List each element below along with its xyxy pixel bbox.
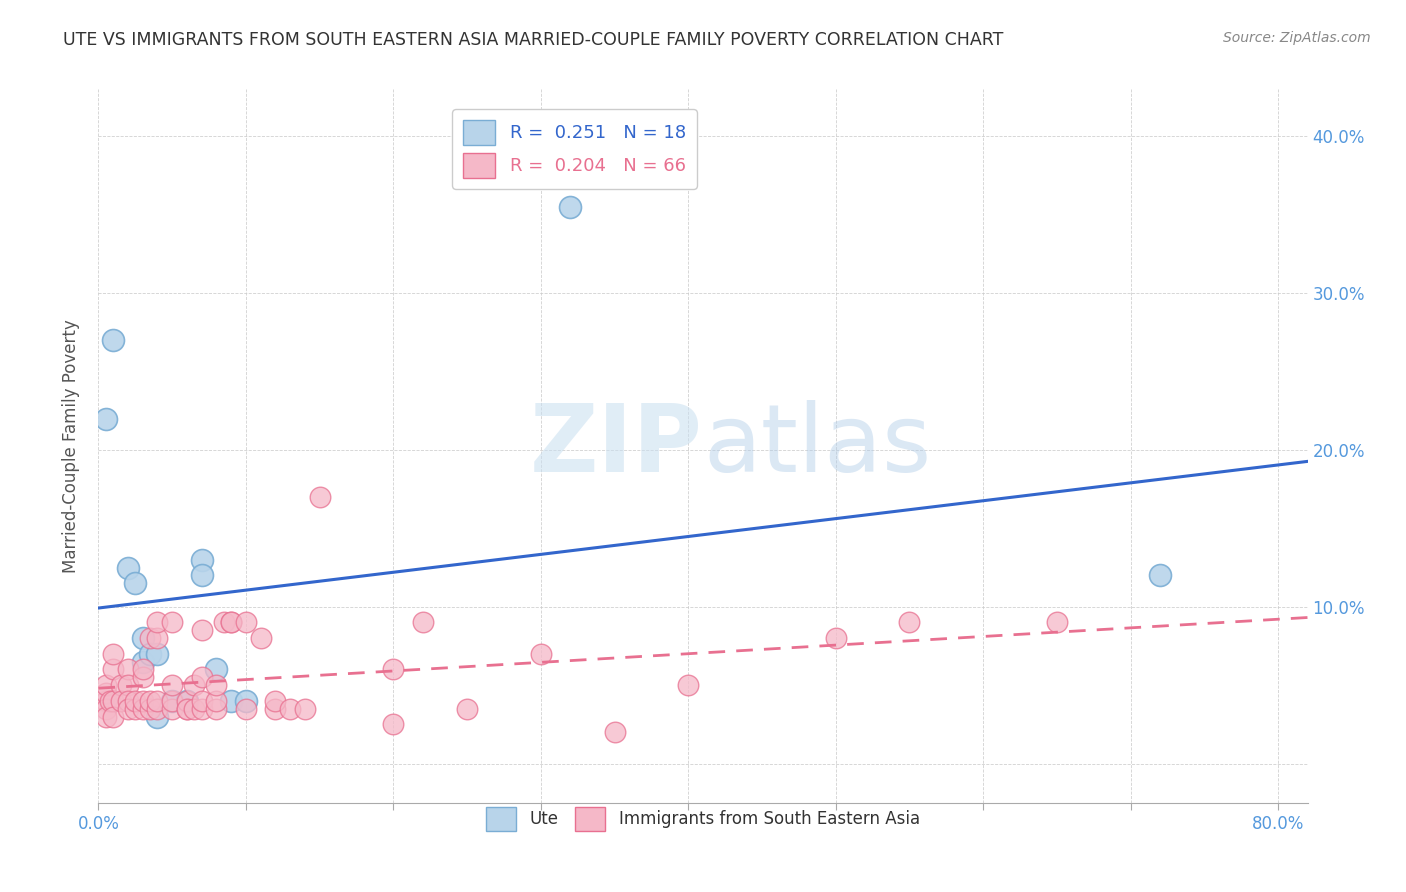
Point xyxy=(124,694,146,708)
Point xyxy=(146,694,169,708)
Point xyxy=(117,694,139,708)
Point xyxy=(190,624,212,638)
Point xyxy=(101,694,124,708)
Point xyxy=(219,615,242,630)
Point xyxy=(219,694,242,708)
Point xyxy=(190,552,212,566)
Point xyxy=(278,702,301,716)
Point xyxy=(146,615,169,630)
Point xyxy=(183,702,205,716)
Point xyxy=(131,670,153,684)
Point xyxy=(160,702,183,716)
Point xyxy=(139,702,162,716)
Point xyxy=(117,560,139,574)
Point xyxy=(235,694,257,708)
Text: UTE VS IMMIGRANTS FROM SOUTH EASTERN ASIA MARRIED-COUPLE FAMILY POVERTY CORRELAT: UTE VS IMMIGRANTS FROM SOUTH EASTERN ASI… xyxy=(63,31,1004,49)
Point xyxy=(124,576,146,591)
Point xyxy=(131,702,153,716)
Point xyxy=(308,490,330,504)
Point xyxy=(94,709,117,723)
Point xyxy=(94,686,117,700)
Point xyxy=(176,694,198,708)
Point xyxy=(264,694,287,708)
Text: ZIP: ZIP xyxy=(530,400,703,492)
Point xyxy=(1149,568,1171,582)
Point xyxy=(110,678,132,692)
Point xyxy=(205,702,228,716)
Point xyxy=(898,615,921,630)
Point xyxy=(294,702,316,716)
Text: atlas: atlas xyxy=(703,400,931,492)
Point xyxy=(94,702,117,716)
Point xyxy=(190,670,212,684)
Point xyxy=(139,631,162,645)
Point xyxy=(212,615,235,630)
Point xyxy=(117,678,139,692)
Point xyxy=(146,709,169,723)
Legend: Ute, Immigrants from South Eastern Asia: Ute, Immigrants from South Eastern Asia xyxy=(479,800,927,838)
Point xyxy=(110,694,132,708)
Point xyxy=(124,702,146,716)
Point xyxy=(101,663,124,677)
Point xyxy=(117,702,139,716)
Point xyxy=(176,694,198,708)
Point xyxy=(205,694,228,708)
Point xyxy=(382,663,405,677)
Point xyxy=(264,702,287,716)
Point xyxy=(219,615,242,630)
Point xyxy=(98,694,121,708)
Point xyxy=(146,647,169,661)
Point xyxy=(190,702,212,716)
Point xyxy=(160,694,183,708)
Point xyxy=(117,663,139,677)
Point xyxy=(101,333,124,347)
Point xyxy=(205,678,228,692)
Point xyxy=(249,631,271,645)
Point xyxy=(603,725,626,739)
Point xyxy=(176,702,198,716)
Point xyxy=(530,647,553,661)
Point xyxy=(94,678,117,692)
Point xyxy=(160,615,183,630)
Text: Source: ZipAtlas.com: Source: ZipAtlas.com xyxy=(1223,31,1371,45)
Point xyxy=(205,663,228,677)
Point xyxy=(382,717,405,731)
Point xyxy=(131,694,153,708)
Point xyxy=(160,678,183,692)
Point xyxy=(101,647,124,661)
Point xyxy=(160,694,183,708)
Point xyxy=(139,694,162,708)
Point xyxy=(183,678,205,692)
Point xyxy=(824,631,846,645)
Point xyxy=(101,709,124,723)
Point xyxy=(235,702,257,716)
Point xyxy=(131,655,153,669)
Point xyxy=(560,200,582,214)
Point xyxy=(131,631,153,645)
Point xyxy=(176,702,198,716)
Point xyxy=(678,678,700,692)
Point xyxy=(235,615,257,630)
Point xyxy=(94,694,117,708)
Point xyxy=(131,663,153,677)
Y-axis label: Married-Couple Family Poverty: Married-Couple Family Poverty xyxy=(62,319,80,573)
Point xyxy=(146,631,169,645)
Point xyxy=(146,702,169,716)
Point xyxy=(412,615,434,630)
Point xyxy=(94,411,117,425)
Point xyxy=(190,568,212,582)
Point xyxy=(456,702,478,716)
Point xyxy=(1046,615,1069,630)
Point xyxy=(139,647,162,661)
Point xyxy=(190,694,212,708)
